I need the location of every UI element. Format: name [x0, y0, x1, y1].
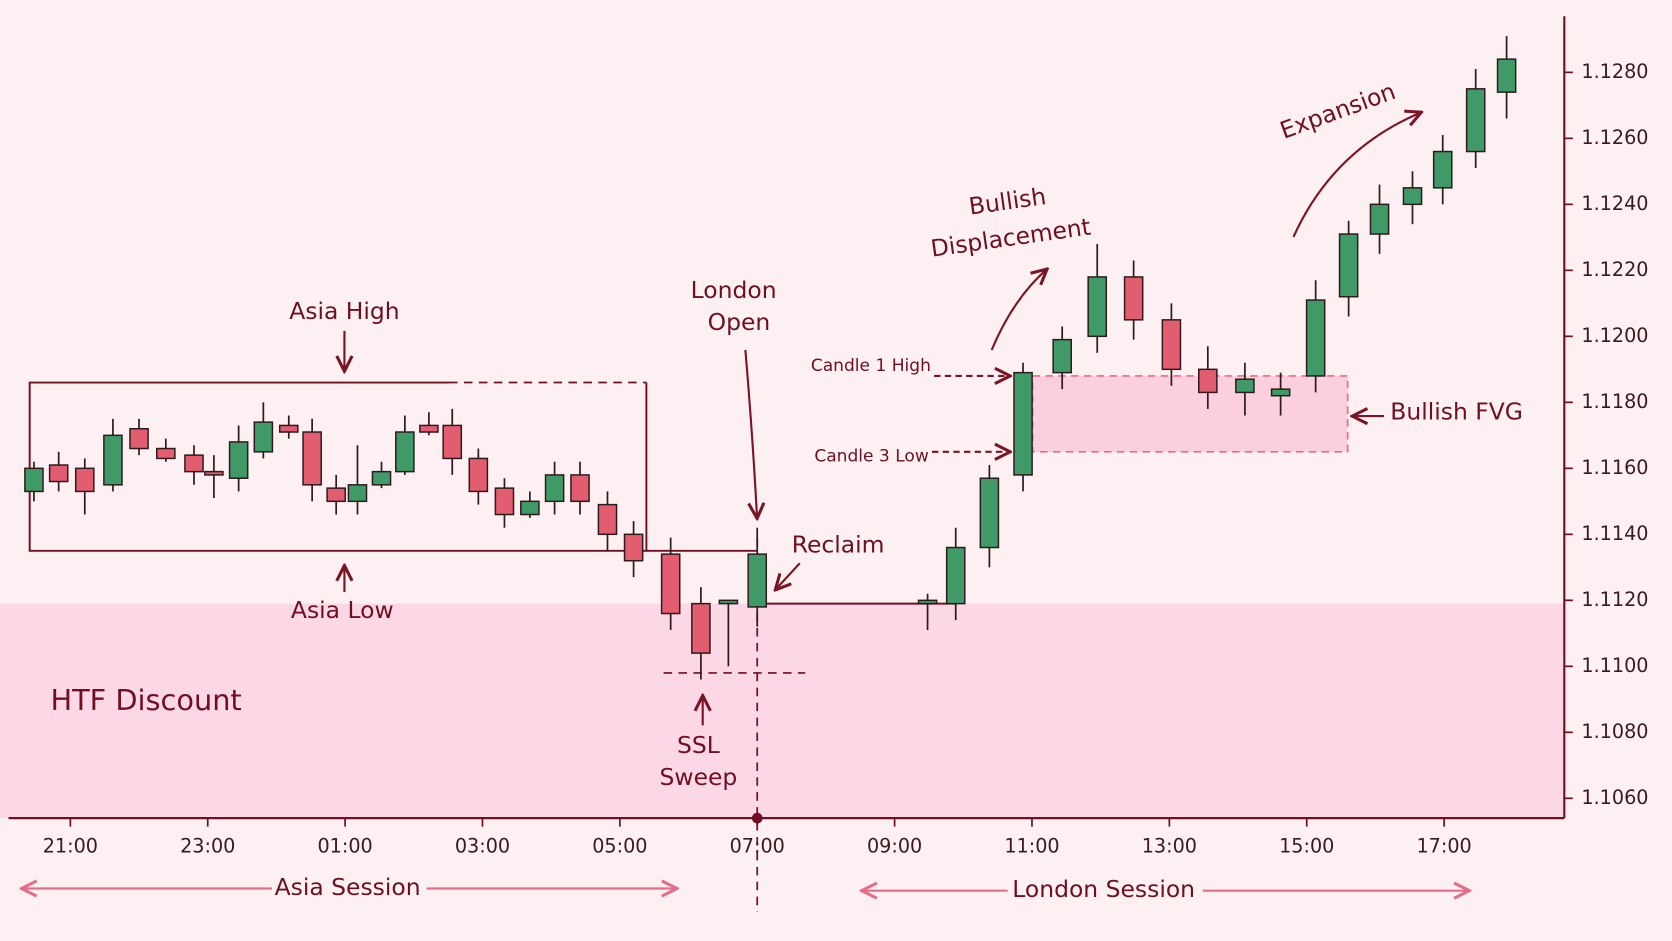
y-tick-label: 1.1200: [1581, 324, 1648, 347]
x-tick-label: 03:00: [455, 834, 510, 857]
y-tick-label: 1.1260: [1581, 126, 1648, 149]
y-tick-label: 1.1120: [1581, 588, 1648, 611]
candle-body: [1198, 368, 1218, 394]
candle-body: [204, 470, 224, 476]
arrow: [744, 349, 757, 518]
london-open-dot: [751, 812, 763, 824]
candle-body: [917, 599, 938, 605]
plot: 1.1060 1.1080 1.1100 1.1120 1.1140 1.1160 1.11…: [8, 16, 1649, 857]
annotation: SSL: [677, 731, 720, 759]
y-tick-label: 1.1180: [1581, 390, 1648, 413]
candle-body: [395, 431, 415, 473]
candle-body: [442, 424, 463, 460]
candle-body: [623, 533, 644, 562]
y-tick-label: 1.1060: [1581, 786, 1648, 809]
candle-body: [302, 431, 322, 486]
zones: [0, 375, 1565, 912]
htf-discount-zone: [0, 603, 1565, 819]
candle-body: [945, 546, 966, 605]
candle-body: [1465, 88, 1486, 153]
candle-body: [660, 553, 681, 615]
candle-body: [494, 487, 515, 516]
x-tick-label: 15:00: [1279, 834, 1334, 857]
y-tick-label: 1.1160: [1581, 456, 1648, 479]
candle-body: [570, 474, 590, 503]
candle-body: [544, 474, 565, 503]
annotation: London: [691, 276, 777, 304]
candle-body: [228, 441, 249, 479]
candle-body: [1235, 378, 1255, 394]
annotation: Candle 3 Low: [814, 447, 929, 467]
arrow: [990, 269, 1047, 351]
x-tick-label: 17:00: [1416, 834, 1471, 857]
arrow: [775, 562, 801, 590]
candle-body: [419, 424, 439, 433]
candle-body: [371, 470, 392, 486]
arrow: [1292, 112, 1421, 238]
candle-body: [48, 464, 69, 483]
candle-body: [1369, 203, 1390, 235]
x-tick-label: 05:00: [592, 834, 647, 857]
session-label: London Session: [1012, 875, 1195, 903]
annotation: Reclaim: [792, 531, 885, 559]
x-tick-label: 11:00: [1004, 834, 1059, 857]
candle-body: [1123, 276, 1144, 321]
candle-body: [520, 500, 540, 516]
candle-body: [1052, 338, 1073, 374]
candle-body: [278, 424, 299, 433]
candle-body: [1013, 371, 1033, 476]
y-tick-label: 1.1140: [1581, 522, 1648, 545]
candle-body: [1402, 187, 1423, 206]
candle-body: [718, 599, 739, 605]
candle-body: [1432, 150, 1453, 189]
x-tick-label: 01:00: [317, 834, 372, 857]
candle-body: [979, 477, 1000, 549]
y-tick-label: 1.1220: [1581, 258, 1648, 281]
candle-body: [156, 447, 176, 460]
x-tick-label: 07:00: [730, 834, 785, 857]
annotation: Sweep: [660, 763, 738, 791]
y-tick-label: 1.1080: [1581, 720, 1648, 743]
annotation: Asia Low: [291, 596, 394, 624]
candle-body: [347, 484, 368, 503]
candle-body: [129, 427, 149, 450]
candle-body: [597, 503, 618, 536]
asia-range-box: [28, 381, 648, 552]
candle-body: [1270, 388, 1291, 397]
annotation: Bullish FVG: [1390, 397, 1523, 425]
candle-body: [184, 454, 204, 473]
candle-body: [691, 602, 711, 654]
annotation: Candle 1 High: [811, 356, 931, 376]
candle-body: [103, 434, 123, 486]
candle-body: [74, 467, 95, 493]
candle-body: [24, 467, 44, 493]
annotation: Asia High: [289, 297, 399, 325]
x-tick-label: 13:00: [1142, 834, 1197, 857]
candle-body: [1496, 58, 1517, 93]
candle-body: [1161, 319, 1182, 371]
candle-body: [1338, 233, 1359, 298]
annotation: HTF Discount: [50, 683, 241, 717]
x-tick-label: 09:00: [867, 834, 922, 857]
x-tick-label: 23:00: [180, 834, 235, 857]
candle-body: [1305, 299, 1326, 377]
y-tick-label: 1.1100: [1581, 654, 1648, 677]
y-tick-label: 1.1280: [1581, 60, 1648, 83]
candle-body: [326, 487, 346, 503]
annotation: Open: [708, 308, 771, 336]
candle-body: [468, 457, 489, 493]
candle-body: [253, 421, 274, 453]
candle-body: [1087, 276, 1108, 338]
y-tick-label: 1.1240: [1581, 192, 1648, 215]
session-label: Asia Session: [275, 873, 421, 901]
fvg-zone: [1031, 375, 1349, 453]
candle-body: [747, 553, 768, 608]
x-tick-label: 21:00: [43, 834, 98, 857]
